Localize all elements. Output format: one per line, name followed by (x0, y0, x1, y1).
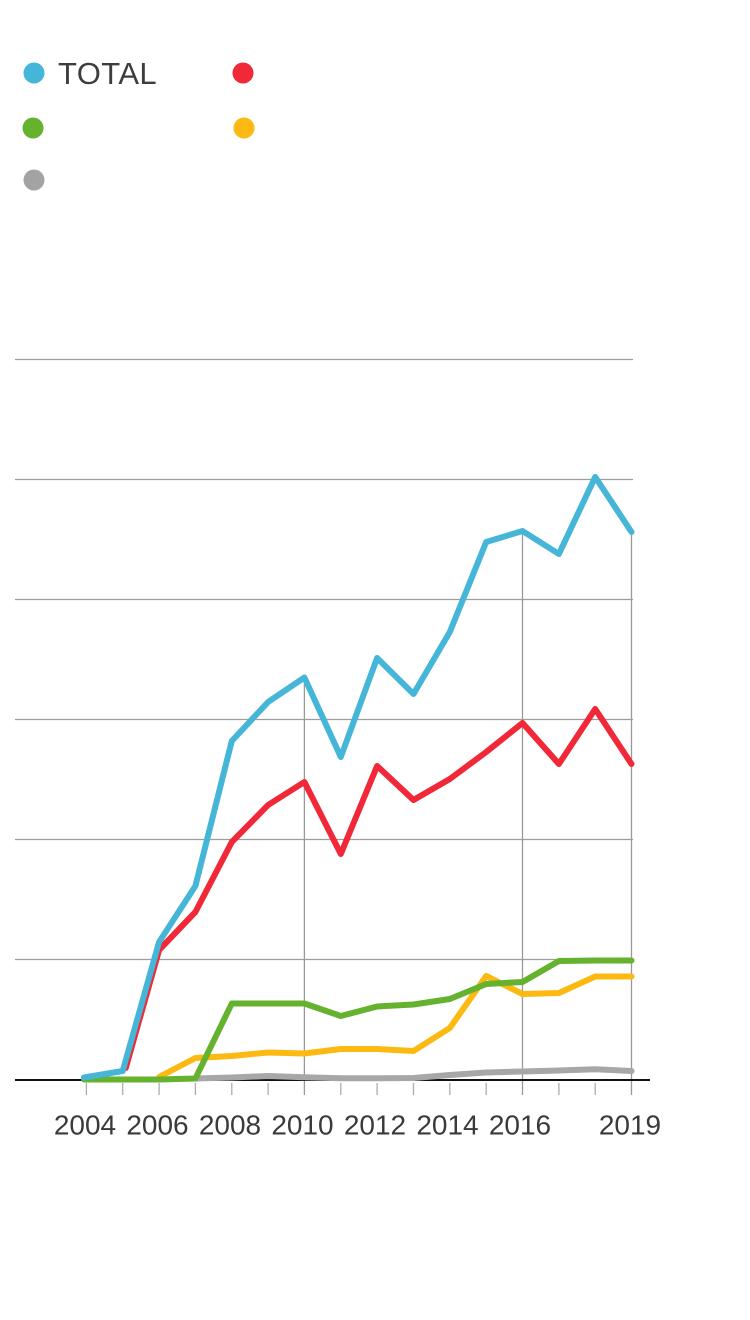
svg-text:2012: 2012 (344, 1110, 406, 1141)
svg-text:2014: 2014 (416, 1110, 478, 1141)
svg-text:2016: 2016 (489, 1110, 551, 1141)
svg-text:TOTAL: TOTAL (58, 56, 157, 91)
svg-text:2004: 2004 (54, 1110, 116, 1141)
svg-text:2019: 2019 (599, 1110, 661, 1141)
svg-text:2010: 2010 (271, 1110, 333, 1141)
svg-text:2008: 2008 (199, 1110, 261, 1141)
svg-text:2006: 2006 (126, 1110, 188, 1141)
